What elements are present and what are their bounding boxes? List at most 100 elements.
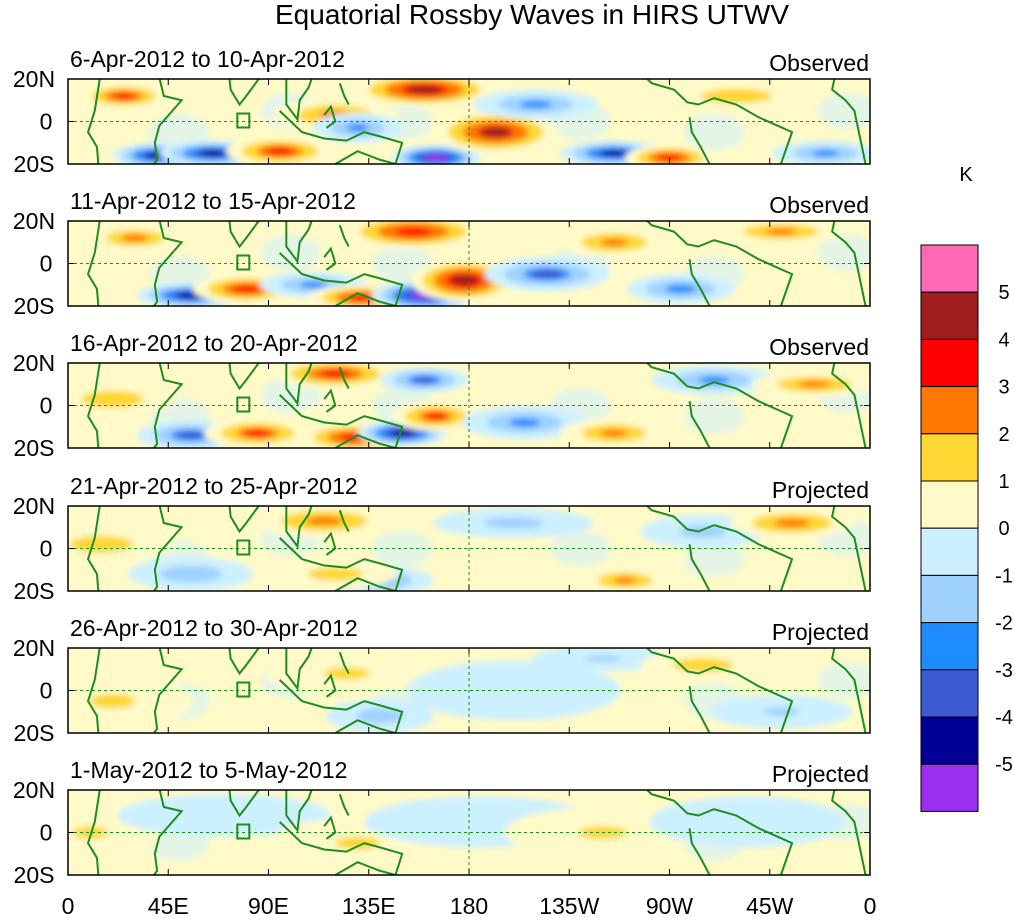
anomaly-contour xyxy=(299,281,327,288)
anomaly-contour xyxy=(348,294,376,301)
anomaly-contour xyxy=(698,376,730,384)
map-panel: 20N 0 20S 16-Apr-2012 to 20-Apr-2012 Observe… xyxy=(13,330,871,461)
anomaly-contour xyxy=(323,667,370,680)
y-tick-label: 20S xyxy=(14,862,55,888)
anomaly-contour xyxy=(112,92,135,100)
y-tick-label: 20S xyxy=(14,578,55,604)
colorbar-tick-label: -5 xyxy=(995,754,1013,776)
map-panel: 20N 0 20S 11-Apr-2012 to 15-Apr-2012 Observe… xyxy=(13,188,871,319)
anomaly-contour xyxy=(424,154,447,161)
anomaly-contour xyxy=(451,275,478,286)
anomaly-field xyxy=(79,79,870,164)
anomaly-contour xyxy=(774,518,810,528)
anomaly-contour xyxy=(509,418,541,427)
x-tick-label: 135W xyxy=(539,893,599,919)
anomaly-contour xyxy=(424,412,447,420)
figure-title: Equatorial Rossby Waves in HIRS UTWV xyxy=(275,0,789,30)
colorbar-tick-label: 4 xyxy=(998,329,1009,351)
x-tick-label: 0 xyxy=(62,893,75,919)
x-tick-label: 90W xyxy=(646,893,694,919)
anomaly-contour xyxy=(243,429,271,437)
coastlines xyxy=(86,648,867,733)
map-panel: 20N 0 20S 1-May-2012 to 5-May-2012 Projected xyxy=(13,757,871,888)
box-marker xyxy=(236,823,251,840)
colorbar-tick-label: 2 xyxy=(998,424,1009,446)
colorbar-tick-label: -3 xyxy=(995,660,1013,682)
anomaly-contour xyxy=(117,794,331,837)
y-tick-label: 20N xyxy=(13,493,55,519)
anomaly-contour xyxy=(81,390,144,408)
y-tick-label: 20N xyxy=(13,350,55,376)
anomaly-contour xyxy=(520,100,552,109)
colorbar-swatch xyxy=(920,716,979,765)
panel-kind-label: Observed xyxy=(769,334,869,360)
colorbar-tick-label: 5 xyxy=(998,282,1009,304)
box-marker xyxy=(236,396,251,413)
box-marker xyxy=(236,681,251,698)
anomaly-contour xyxy=(600,429,628,437)
y-tick-label: 20S xyxy=(14,720,55,746)
map-panel: 20N 0 20S 21-Apr-2012 to 25-Apr-2012 Project… xyxy=(13,473,871,604)
x-tick-label: 0 xyxy=(864,893,877,919)
x-tick-label: 135E xyxy=(342,893,396,919)
colorbar-swatch xyxy=(920,386,979,435)
colorbar-swatch xyxy=(920,480,979,529)
anomaly-contour xyxy=(406,85,443,94)
anomaly-contour xyxy=(812,150,839,157)
coastlines xyxy=(86,506,867,591)
y-tick-label: 20S xyxy=(14,435,55,461)
colorbar-tick-label: -4 xyxy=(995,707,1013,729)
anomaly-contour xyxy=(121,234,149,242)
y-tick-label: 0 xyxy=(40,109,53,135)
colorbar-swatch xyxy=(920,527,979,576)
panel-date-range: 21-Apr-2012 to 25-Apr-2012 xyxy=(70,473,358,499)
anomaly-contour xyxy=(356,708,404,724)
anomaly-contour xyxy=(89,693,136,709)
anomaly-contour xyxy=(480,126,512,138)
colorbar-swatch xyxy=(920,574,979,624)
anomaly-contour xyxy=(679,525,727,538)
map-panel: 20N 0 20S 6-Apr-2012 to 10-Apr-2012 Observed xyxy=(13,46,871,177)
colorbar-tick-label: 3 xyxy=(998,377,1009,399)
colorbar-units-label: K xyxy=(959,164,973,186)
y-tick-label: 20N xyxy=(13,777,55,803)
y-tick-label: 0 xyxy=(40,251,53,277)
anomaly-contour xyxy=(600,150,628,157)
colorbar-swatch xyxy=(920,622,979,671)
anomaly-contour xyxy=(765,228,797,235)
y-tick-label: 0 xyxy=(40,678,53,704)
panel-date-range: 26-Apr-2012 to 30-Apr-2012 xyxy=(70,615,358,641)
colorbar-swatch xyxy=(920,291,979,340)
anomaly-contour xyxy=(665,284,696,294)
panel-kind-label: Projected xyxy=(772,477,869,503)
anomaly-contour xyxy=(232,285,260,293)
x-tick-label: 45W xyxy=(746,893,794,919)
anomaly-contour xyxy=(395,227,432,236)
anomaly-contour xyxy=(798,381,830,388)
anomaly-contour xyxy=(335,836,380,850)
anomaly-contour xyxy=(199,150,227,157)
colorbar-swatch xyxy=(920,763,979,812)
colorbar-swatch xyxy=(920,433,979,482)
y-tick-label: 20N xyxy=(13,66,55,92)
map-panel: 20N 0 20S 26-Apr-2012 to 30-Apr-2012 Project… xyxy=(13,615,871,746)
y-tick-label: 0 xyxy=(40,536,53,562)
x-tick-label: 180 xyxy=(450,893,488,919)
y-tick-label: 20N xyxy=(13,208,55,234)
anomaly-contour xyxy=(69,535,134,553)
anomaly-contour xyxy=(531,269,563,279)
anomaly-contour xyxy=(307,567,364,581)
colorbar-swatch xyxy=(920,669,979,718)
anomaly-contour xyxy=(319,369,351,378)
anomaly-contour xyxy=(72,826,109,839)
anomaly-contour xyxy=(391,429,414,437)
panel-date-range: 16-Apr-2012 to 20-Apr-2012 xyxy=(70,330,358,356)
y-tick-label: 20N xyxy=(13,635,55,661)
anomaly-contour xyxy=(266,147,294,155)
y-tick-label: 0 xyxy=(40,820,53,846)
coastlines xyxy=(86,79,867,164)
anomaly-contour xyxy=(159,565,222,583)
colorbar-tick-label: -1 xyxy=(995,565,1013,587)
anomaly-field xyxy=(68,506,870,591)
panel-kind-label: Projected xyxy=(772,619,869,645)
